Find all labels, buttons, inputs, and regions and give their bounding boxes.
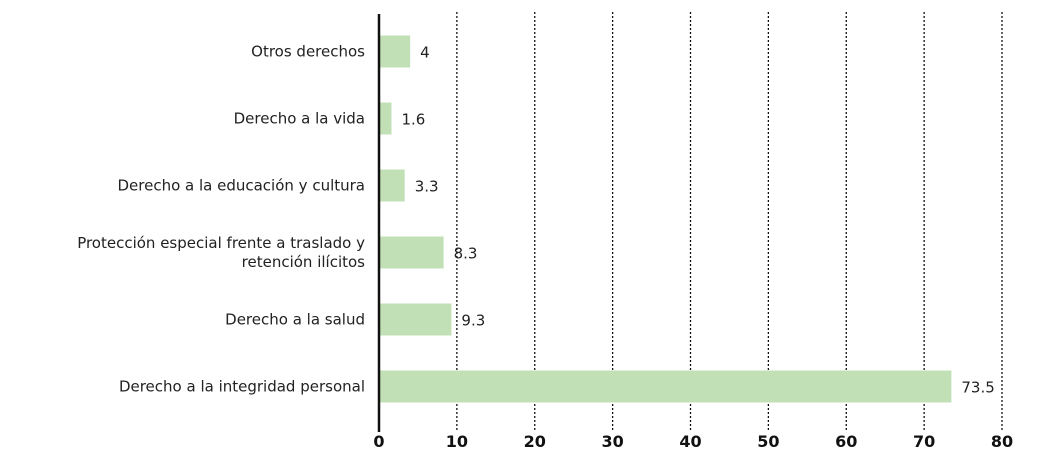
bar <box>379 236 444 269</box>
y-tick-label: Otros derechos <box>251 42 365 60</box>
x-tick-label: 50 <box>757 432 779 451</box>
y-tick-label: Protección especial frente a traslado y … <box>77 233 365 271</box>
y-tick-label: Derecho a la vida <box>233 109 365 127</box>
x-tick-label: 10 <box>446 432 468 451</box>
x-tick-label: 0 <box>373 432 384 451</box>
y-tick-label: Derecho a la educación y cultura <box>117 176 365 194</box>
value-label: 3.3 <box>415 178 439 196</box>
x-tick-label: 80 <box>991 432 1013 451</box>
value-label: 8.3 <box>454 245 478 263</box>
bar <box>379 303 452 336</box>
value-label: 73.5 <box>961 379 994 397</box>
bar <box>379 370 952 403</box>
value-label: 4 <box>420 44 430 62</box>
x-tick-label: 30 <box>601 432 623 451</box>
bar <box>379 35 411 68</box>
y-tick-label: Derecho a la salud <box>225 310 365 328</box>
value-label: 9.3 <box>461 312 485 330</box>
x-tick-label: 40 <box>679 432 701 451</box>
value-label: 1.6 <box>401 111 425 129</box>
x-tick-label: 70 <box>913 432 935 451</box>
bar <box>379 169 405 202</box>
x-tick-label: 60 <box>835 432 857 451</box>
y-tick-label: Derecho a la integridad personal <box>118 377 365 395</box>
x-tick-label: 20 <box>524 432 546 451</box>
bar <box>379 102 392 135</box>
